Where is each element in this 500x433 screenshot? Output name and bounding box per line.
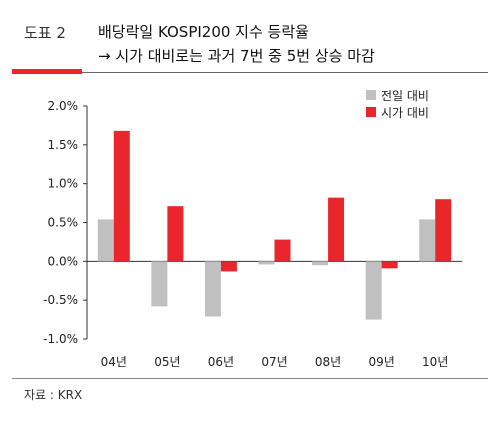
y-tick-label: 0.5% [48, 216, 79, 230]
bar-open-3 [220, 261, 237, 272]
title-divider [82, 72, 488, 73]
title-line-1: 배당락일 KOSPI200 지수 등락율 [98, 23, 309, 41]
y-tick-label: 1.0% [48, 177, 79, 191]
bar-open-7 [435, 199, 452, 262]
chart-title: 배당락일 KOSPI200 지수 등락율 → 시가 대비로는 과거 7번 중 5… [98, 20, 375, 68]
bar-prev-close-1 [97, 219, 114, 262]
x-category-label: 10년 [422, 355, 448, 369]
y-tick-label: 2.0% [48, 99, 79, 113]
y-tick-label: -0.5% [43, 293, 78, 307]
bar-prev-close-7 [419, 219, 436, 262]
bar-prev-close-5 [312, 261, 329, 266]
y-tick-label: -1.0% [43, 332, 78, 346]
x-category-label: 07년 [261, 355, 287, 369]
x-category-label: 04년 [101, 355, 127, 369]
x-category-label: 08년 [315, 355, 341, 369]
x-category-label: 09년 [368, 355, 394, 369]
legend-label: 전일 대비 [381, 89, 429, 103]
x-category-label: 05년 [154, 355, 180, 369]
footer-divider [12, 378, 488, 379]
y-tick-label: 0.0% [48, 254, 79, 268]
bar-prev-close-6 [365, 261, 382, 320]
figure-label: 도표 2 [24, 24, 66, 42]
legend-swatch [366, 90, 376, 100]
bar-prev-close-2 [151, 261, 168, 307]
title-line-2: → 시가 대비로는 과거 7번 중 5번 상승 마감 [98, 47, 375, 65]
y-tick-label: 1.5% [48, 138, 79, 152]
bar-open-1 [113, 130, 130, 262]
bar-open-6 [381, 261, 398, 269]
title-accent-rule [12, 69, 82, 74]
bar-prev-close-3 [204, 261, 221, 317]
x-category-label: 06년 [208, 355, 234, 369]
bar-prev-close-4 [258, 261, 275, 265]
bar-open-4 [274, 239, 291, 262]
legend-label: 시가 대비 [381, 106, 429, 120]
bar-open-2 [167, 206, 184, 262]
source-note: 자료 : KRX [24, 388, 83, 402]
bar-open-5 [328, 197, 345, 262]
legend-swatch [366, 107, 376, 117]
